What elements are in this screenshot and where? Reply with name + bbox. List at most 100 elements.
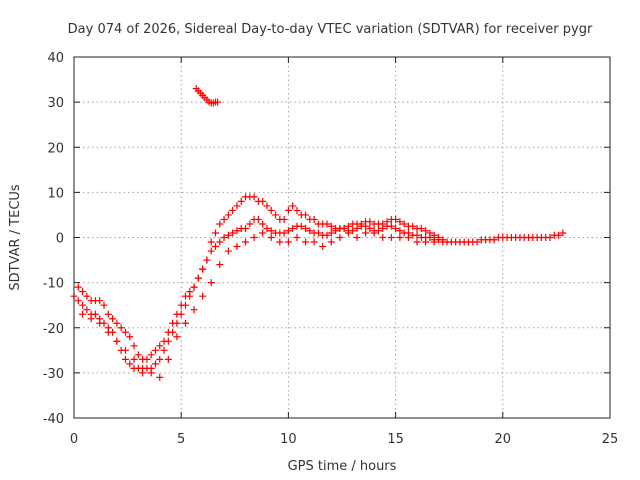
data-point bbox=[396, 218, 404, 226]
data-point bbox=[113, 337, 121, 345]
data-point bbox=[344, 229, 352, 237]
data-point bbox=[289, 224, 297, 232]
x-tick-label: 10 bbox=[280, 432, 297, 447]
data-point bbox=[370, 229, 378, 237]
data-point bbox=[327, 222, 335, 230]
series-sdtvar-outlier-segment bbox=[192, 85, 222, 107]
data-point bbox=[490, 236, 498, 244]
data-point bbox=[344, 222, 352, 230]
y-tick-label: -20 bbox=[43, 322, 64, 337]
data-point bbox=[117, 324, 125, 332]
data-point bbox=[272, 211, 280, 219]
data-point bbox=[327, 229, 335, 237]
data-point bbox=[87, 315, 95, 323]
data-point bbox=[177, 301, 185, 309]
y-tick-label: 20 bbox=[47, 141, 64, 156]
data-point bbox=[237, 197, 245, 205]
data-point bbox=[156, 342, 164, 350]
data-point bbox=[246, 220, 254, 228]
data-point bbox=[392, 224, 400, 232]
data-point bbox=[100, 301, 108, 309]
data-point bbox=[233, 202, 241, 210]
data-point bbox=[336, 234, 344, 241]
data-point bbox=[104, 310, 112, 318]
data-point bbox=[546, 234, 554, 241]
data-point bbox=[156, 373, 164, 381]
data-point bbox=[387, 222, 395, 230]
data-point bbox=[173, 310, 181, 318]
x-tick-label: 20 bbox=[495, 432, 512, 447]
data-point bbox=[79, 301, 87, 309]
data-point bbox=[83, 292, 91, 300]
data-point bbox=[139, 369, 147, 377]
series-sdtvar-main bbox=[70, 215, 567, 372]
y-tick-label: 10 bbox=[47, 186, 64, 201]
data-point bbox=[194, 274, 202, 282]
data-point bbox=[147, 369, 155, 377]
data-point bbox=[413, 231, 421, 239]
y-tick-label: 0 bbox=[56, 232, 64, 247]
data-point bbox=[302, 238, 310, 246]
data-point bbox=[203, 256, 211, 264]
data-point bbox=[113, 319, 121, 327]
data-point bbox=[314, 229, 322, 237]
chart-title: Day 074 of 2026, Sidereal Day-to-day VTE… bbox=[68, 22, 593, 37]
data-point bbox=[297, 222, 305, 230]
data-point bbox=[280, 229, 288, 237]
data-point bbox=[143, 355, 151, 363]
data-point bbox=[91, 310, 99, 318]
data-point bbox=[430, 238, 438, 246]
axes: 0 5 10 15 20 25 -40 -30 -20 -10 0 10 20 30 40 bbox=[43, 51, 619, 447]
data-point bbox=[400, 220, 408, 228]
data-point bbox=[130, 342, 138, 350]
data-point bbox=[306, 227, 314, 235]
data-point bbox=[379, 234, 387, 241]
x-tick-label: 0 bbox=[70, 432, 78, 447]
data-point bbox=[392, 215, 400, 223]
data-point bbox=[121, 346, 129, 354]
data-point bbox=[473, 238, 481, 246]
data-point bbox=[323, 220, 331, 228]
data-point bbox=[259, 197, 267, 205]
data-point bbox=[417, 224, 425, 232]
data-point bbox=[214, 98, 222, 106]
data-point bbox=[173, 333, 181, 341]
data-point bbox=[216, 238, 224, 246]
data-point bbox=[109, 315, 117, 323]
data-point bbox=[555, 231, 563, 239]
series-sdtvar-upper-branch bbox=[74, 193, 442, 363]
data-point bbox=[207, 238, 215, 246]
data-point bbox=[387, 234, 395, 241]
data-point bbox=[327, 238, 335, 246]
data-point bbox=[254, 215, 262, 223]
data-point bbox=[169, 319, 177, 327]
data-point bbox=[151, 346, 159, 354]
plot-frame bbox=[73, 56, 611, 419]
data-point bbox=[181, 292, 189, 300]
data-point bbox=[74, 283, 82, 291]
data-point bbox=[96, 297, 104, 305]
y-axis-label: SDTVAR / TECUs bbox=[8, 184, 23, 291]
data-point bbox=[147, 351, 155, 359]
data-point bbox=[366, 224, 374, 232]
series-sdtvar-lower-branch bbox=[79, 229, 447, 381]
data-point bbox=[439, 238, 447, 246]
data-point bbox=[383, 218, 391, 226]
y-tick-label: -40 bbox=[43, 412, 64, 427]
data-point bbox=[284, 227, 292, 235]
data-point bbox=[224, 211, 232, 219]
data-point bbox=[212, 243, 220, 251]
data-point bbox=[164, 355, 172, 363]
data-point bbox=[259, 229, 267, 237]
data-point bbox=[366, 218, 374, 226]
data-point bbox=[220, 215, 228, 223]
data-point bbox=[293, 234, 301, 241]
data-point bbox=[302, 224, 310, 232]
data-point bbox=[430, 231, 438, 239]
data-point bbox=[323, 231, 331, 239]
data-point bbox=[280, 215, 288, 223]
data-point bbox=[190, 283, 198, 291]
data-points bbox=[70, 85, 567, 381]
data-point bbox=[409, 222, 417, 230]
